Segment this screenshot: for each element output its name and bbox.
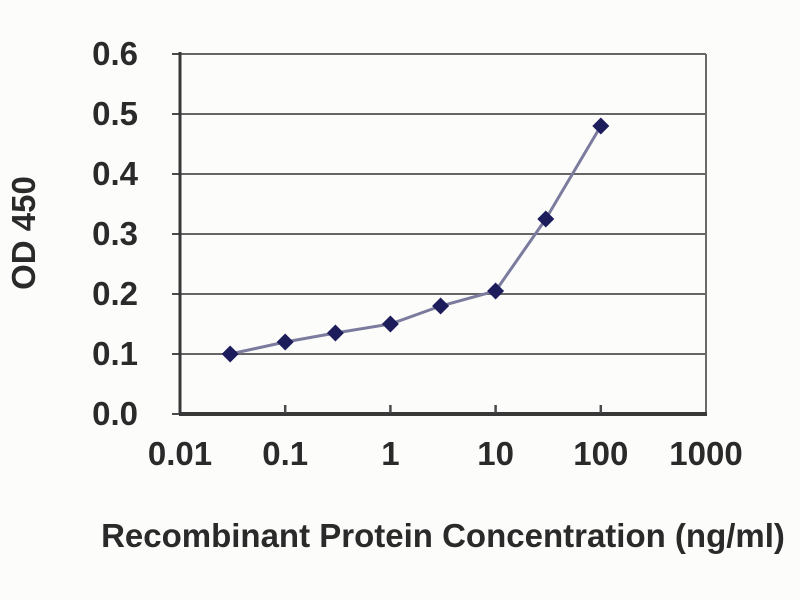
y-tick-label: 0.6 [92, 35, 138, 72]
y-axis-title: OD 450 [5, 176, 42, 290]
y-tick-label: 0.0 [92, 395, 138, 432]
y-tick-label: 0.5 [92, 95, 138, 132]
data-point-marker [537, 210, 555, 228]
y-tick-label: 0.1 [92, 335, 138, 372]
data-point-marker [276, 333, 294, 351]
y-tick-label: 0.3 [92, 215, 138, 252]
data-point-marker [326, 324, 344, 342]
y-tick-label: 0.4 [92, 155, 138, 192]
y-tick-label: 0.2 [92, 275, 138, 312]
x-axis-title: Recombinant Protein Concentration (ng/ml… [101, 517, 785, 554]
data-point-marker [432, 297, 450, 315]
series-line [229, 125, 603, 356]
x-tick-label: 0.1 [262, 435, 309, 472]
x-tick-label: 1 [381, 435, 400, 472]
x-tick-label: 100 [573, 435, 629, 472]
data-point-marker [487, 282, 505, 300]
data-point-marker [221, 345, 239, 363]
data-point-marker [592, 117, 610, 135]
x-tick-label: 10 [477, 435, 514, 472]
data-point-marker [381, 315, 399, 333]
x-tick-label: 0.01 [147, 435, 213, 472]
x-tick-label: 1000 [669, 435, 743, 472]
